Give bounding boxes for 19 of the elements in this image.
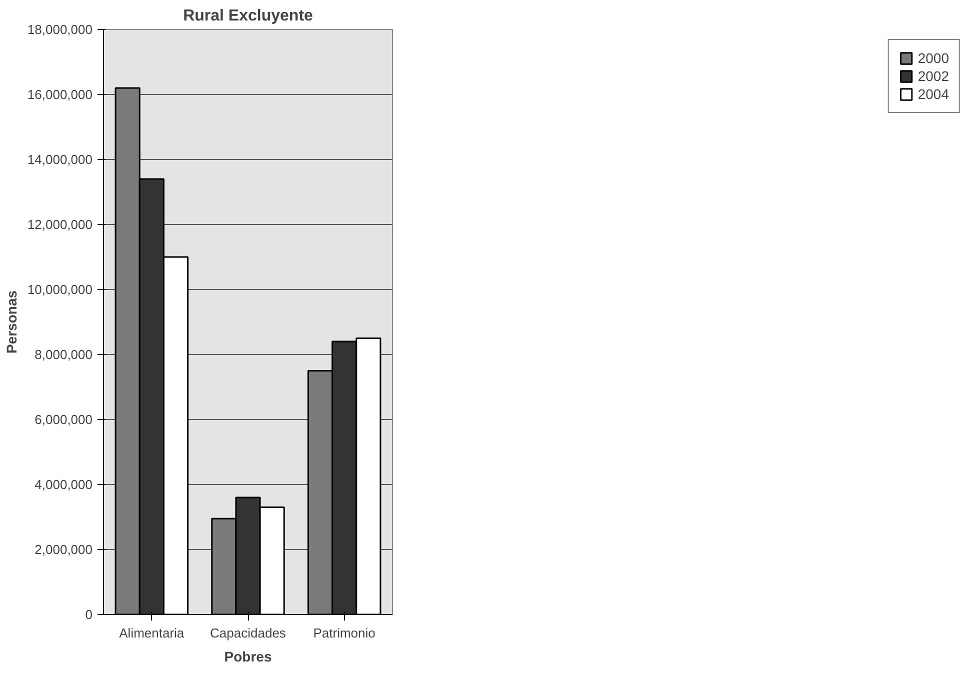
y-tick-label: 2,000,000 [34, 542, 93, 557]
y-tick-label: 14,000,000 [27, 152, 93, 167]
legend-label: 2000 [918, 50, 949, 66]
x-tick-label: Alimentaria [119, 626, 185, 640]
x-tick-label: Patrimonio [313, 626, 376, 640]
x-tick-label: Capacidades [210, 626, 286, 640]
legend-label: 2004 [918, 86, 949, 102]
y-tick-label: 8,000,000 [34, 347, 93, 362]
y-tick-label: 16,000,000 [27, 87, 93, 102]
legend-label: 2002 [918, 68, 949, 84]
y-tick-label: 0 [85, 607, 93, 622]
chart-title: Rural Excluyente [183, 8, 314, 24]
y-tick-label: 18,000,000 [27, 22, 93, 37]
y-tick-label: 10,000,000 [27, 282, 93, 297]
y-tick-label: 4,000,000 [34, 477, 93, 492]
x-axis-title: Pobres [224, 648, 272, 664]
y-tick-label: 12,000,000 [27, 217, 93, 232]
y-axis-title: Personas [3, 290, 20, 354]
y-tick-label: 6,000,000 [34, 412, 93, 427]
